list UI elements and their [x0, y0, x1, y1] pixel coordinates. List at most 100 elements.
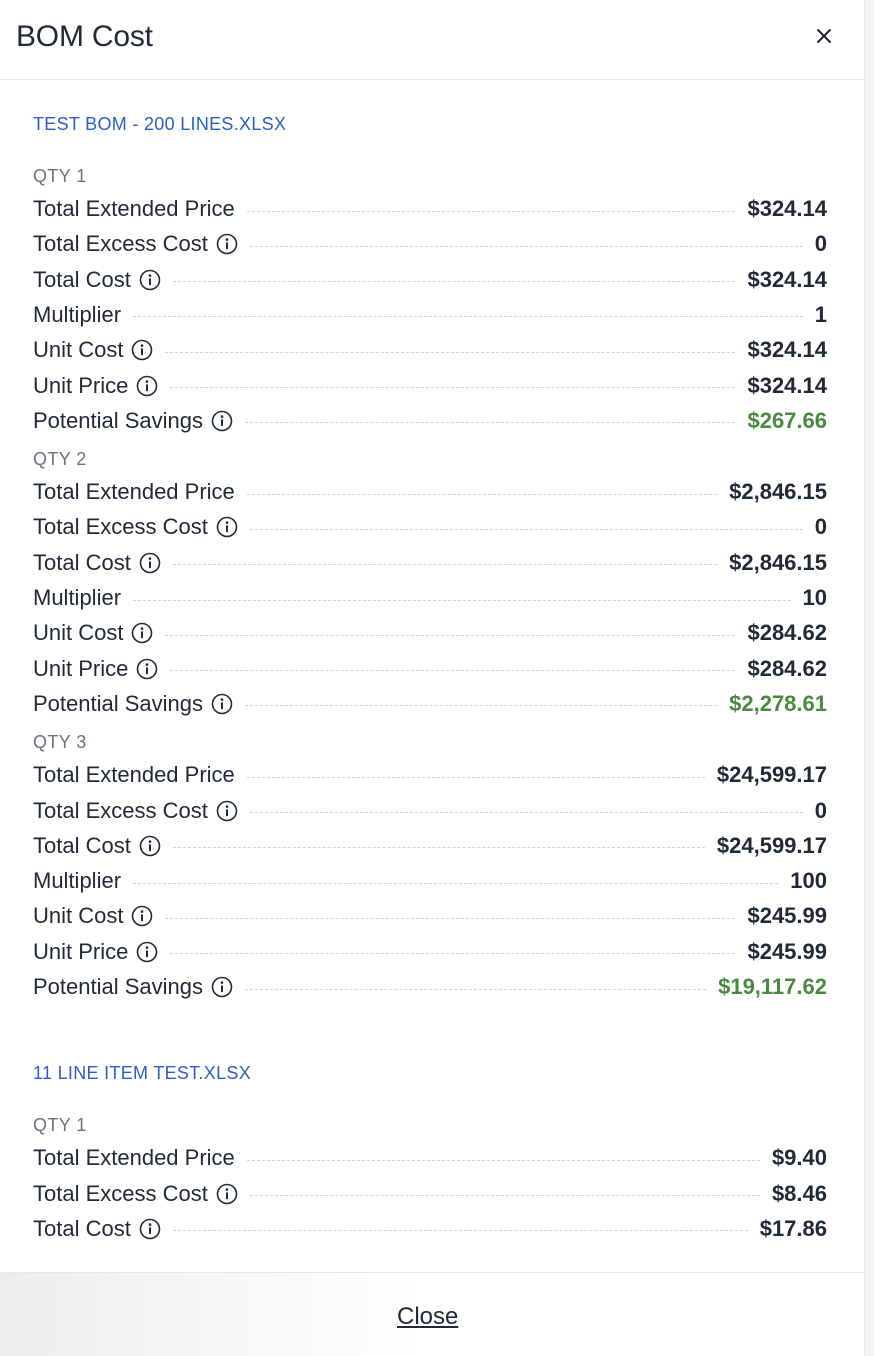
- cost-row-label: Potential Savings: [33, 691, 233, 717]
- qty-label: QTY 2: [33, 449, 87, 470]
- cost-row: Total Extended Price $324.14: [33, 194, 827, 224]
- cost-row-value: $324.14: [747, 372, 827, 398]
- dotted-leader: [172, 1230, 748, 1232]
- cost-row-value: $324.14: [747, 337, 827, 363]
- cost-row: Total Extended Price $24,599.17: [33, 760, 827, 790]
- cost-row: Total Extended Price $2,846.15: [33, 477, 827, 507]
- cost-row-label-text: Total Cost: [33, 1215, 131, 1241]
- panel-header: BOM Cost: [0, 0, 864, 80]
- cost-row-label-text: Total Cost: [33, 549, 131, 575]
- cost-row-label: Unit Cost: [33, 620, 153, 646]
- cost-row-label-text: Total Cost: [33, 832, 131, 858]
- cost-row: Unit Cost $324.14: [33, 335, 827, 365]
- info-circle-icon[interactable]: [131, 339, 153, 361]
- dotted-leader: [249, 245, 803, 247]
- cost-row: Potential Savings $267.66: [33, 406, 827, 436]
- info-circle-icon[interactable]: [136, 658, 158, 680]
- cost-row-label: Potential Savings: [33, 974, 233, 1000]
- dotted-leader: [170, 387, 736, 388]
- cost-row-value: 0: [814, 514, 827, 540]
- cost-row-value: $284.62: [747, 620, 827, 646]
- dotted-leader: [245, 988, 707, 990]
- info-circle-icon[interactable]: [139, 1218, 161, 1240]
- cost-row-value: $324.14: [747, 196, 827, 221]
- dotted-leader: [249, 1195, 760, 1197]
- cost-row-label-text: Total Extended Price: [33, 1145, 235, 1171]
- potential-savings-value: $2,278.61: [729, 690, 827, 716]
- cost-row-value: $24,599.17: [716, 762, 827, 788]
- scrollbar[interactable]: [864, 0, 874, 1356]
- cost-row: Total Cost $324.14: [33, 265, 827, 295]
- dotted-leader: [172, 281, 736, 283]
- cost-row: Unit Cost $284.62: [33, 618, 827, 648]
- close-button[interactable]: Close: [397, 1303, 459, 1330]
- dotted-leader: [165, 351, 736, 353]
- cost-row-label: Unit Cost: [33, 337, 153, 363]
- cost-row: Total Excess Cost 0: [33, 512, 827, 542]
- cost-row-label: Total Cost: [33, 267, 161, 293]
- info-circle-icon[interactable]: [139, 552, 161, 574]
- info-circle-icon[interactable]: [136, 375, 158, 397]
- footer-shadow: [0, 1273, 420, 1356]
- dotted-leader: [245, 705, 718, 707]
- info-circle-icon[interactable]: [136, 941, 158, 963]
- dotted-leader: [246, 210, 736, 212]
- cost-row: Unit Price $245.99: [33, 937, 827, 967]
- info-circle-icon[interactable]: [211, 410, 233, 432]
- cost-row-value: $24,599.17: [716, 832, 827, 858]
- info-circle-icon[interactable]: [139, 269, 161, 291]
- info-circle-icon[interactable]: [139, 835, 161, 857]
- cost-row-value: $2,846.15: [729, 479, 827, 505]
- cost-row-label: Total Excess Cost: [33, 798, 238, 824]
- panel-title: BOM Cost: [16, 20, 153, 53]
- cost-row-label: Total Extended Price: [33, 762, 235, 788]
- qty-label: QTY 3: [33, 732, 87, 753]
- info-circle-icon[interactable]: [131, 905, 153, 927]
- info-circle-icon[interactable]: [216, 233, 238, 255]
- info-circle-icon[interactable]: [211, 693, 233, 715]
- info-circle-icon[interactable]: [216, 516, 238, 538]
- cost-row-label-text: Unit Cost: [33, 903, 124, 929]
- cost-row: Multiplier 100: [33, 866, 827, 896]
- cost-row: Potential Savings $19,117.62: [33, 972, 827, 1002]
- potential-savings-value: $267.66: [747, 407, 827, 433]
- cost-row-value: 0: [814, 797, 827, 823]
- cost-row-label-text: Total Extended Price: [33, 762, 235, 788]
- dotted-leader: [246, 493, 718, 495]
- cost-row-value: $8.46: [771, 1180, 827, 1206]
- cost-row-label-text: Total Excess Cost: [33, 1180, 208, 1206]
- cost-row: Total Cost $2,846.15: [33, 548, 827, 578]
- cost-row-label-text: Unit Cost: [33, 337, 124, 363]
- dotted-leader: [133, 599, 791, 601]
- info-circle-icon[interactable]: [216, 800, 238, 822]
- close-icon[interactable]: [810, 22, 838, 50]
- cost-row-label: Total Cost: [33, 1216, 161, 1242]
- cost-row-label-text: Potential Savings: [33, 690, 203, 716]
- cost-row: Unit Price $284.62: [33, 654, 827, 684]
- cost-row-value: $9.40: [771, 1145, 827, 1171]
- cost-row: Multiplier 1: [33, 300, 827, 330]
- cost-row-label: Unit Cost: [33, 903, 153, 929]
- bom-file-title: 11 LINE ITEM TEST.XLSX: [33, 1063, 252, 1084]
- cost-row-label: Unit Price: [33, 373, 158, 399]
- info-circle-icon[interactable]: [216, 1183, 238, 1205]
- cost-row-label: Potential Savings: [33, 408, 233, 434]
- bom-cost-content[interactable]: TEST BOM - 200 LINES.XLSX QTY 1 Total Exte…: [0, 80, 864, 1272]
- cost-row: Multiplier 10: [33, 583, 827, 613]
- bom-file-title: TEST BOM - 200 LINES.XLSX: [33, 114, 287, 134]
- cost-row-value: 100: [790, 868, 827, 894]
- dotted-leader: [133, 882, 779, 884]
- info-circle-icon[interactable]: [131, 622, 153, 644]
- cost-row-label: Total Extended Price: [33, 1145, 235, 1171]
- cost-row-label: Unit Price: [33, 656, 158, 682]
- dotted-leader: [170, 670, 736, 672]
- cost-row-label: Total Cost: [33, 833, 161, 859]
- cost-row-value: 10: [802, 585, 827, 610]
- cost-row: Total Extended Price $9.40: [33, 1143, 827, 1173]
- info-circle-icon[interactable]: [211, 976, 233, 998]
- cost-row-label: Total Extended Price: [33, 479, 235, 505]
- cost-row: Total Cost $17.86: [33, 1214, 827, 1244]
- cost-row-label-text: Unit Price: [33, 938, 129, 964]
- cost-row: Total Excess Cost $8.46: [33, 1179, 827, 1209]
